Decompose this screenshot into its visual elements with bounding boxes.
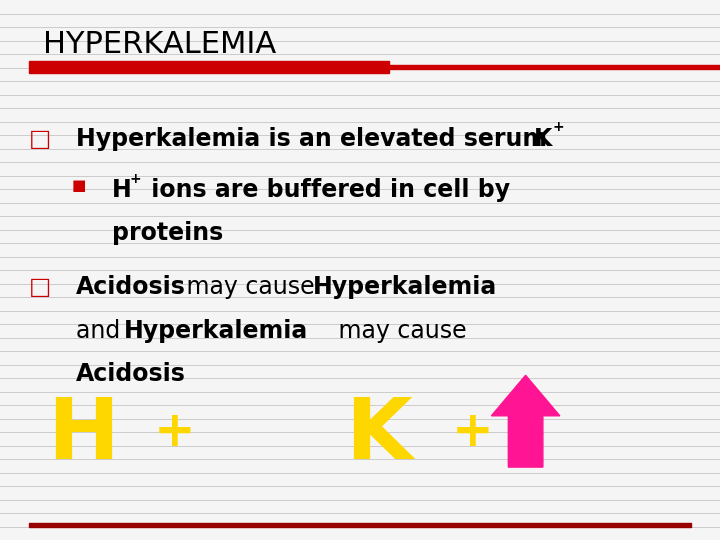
Text: and: and bbox=[76, 319, 127, 342]
Text: Hyperkalemia is an elevated serum: Hyperkalemia is an elevated serum bbox=[76, 127, 555, 151]
Text: ■: ■ bbox=[72, 178, 86, 193]
Text: may cause: may cause bbox=[179, 275, 322, 299]
Text: H: H bbox=[112, 178, 131, 202]
Text: HYPERKALEMIA: HYPERKALEMIA bbox=[43, 30, 276, 59]
Text: +: + bbox=[553, 120, 564, 134]
Text: +: + bbox=[130, 172, 141, 186]
Text: □: □ bbox=[29, 127, 51, 151]
Bar bbox=[29, 523, 691, 526]
Text: +: + bbox=[153, 408, 195, 456]
Text: □: □ bbox=[29, 275, 51, 299]
Text: H: H bbox=[47, 394, 119, 477]
Text: K: K bbox=[346, 394, 413, 477]
Text: ions are buffered in cell by: ions are buffered in cell by bbox=[143, 178, 510, 202]
Text: K: K bbox=[534, 127, 553, 151]
Text: +: + bbox=[452, 408, 494, 456]
FancyArrow shape bbox=[491, 375, 560, 467]
Bar bbox=[29, 61, 389, 73]
Bar bbox=[389, 65, 720, 69]
Text: Acidosis: Acidosis bbox=[76, 275, 186, 299]
Text: proteins: proteins bbox=[112, 221, 223, 245]
Text: Hyperkalemia: Hyperkalemia bbox=[124, 319, 308, 342]
Text: may cause: may cause bbox=[331, 319, 467, 342]
Text: Hyperkalemia: Hyperkalemia bbox=[313, 275, 498, 299]
Text: Acidosis: Acidosis bbox=[76, 362, 186, 386]
